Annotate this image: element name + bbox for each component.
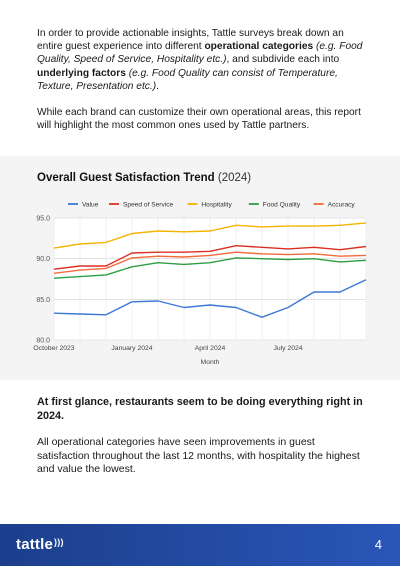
intro-segment: (e.g. Food Quality, Speed of Service, Ho… [37,41,363,66]
y-tick-label: 90.0 [36,256,50,263]
intro-segment: (e.g. Food Quality can consist of Temper… [37,67,338,92]
x-tick-label: July 2024 [273,345,302,352]
x-tick-label: January 2024 [111,345,152,352]
satisfaction-line-chart: 80.0 85.0 90.0 95.0 October 2023 January 2024… [33,201,367,366]
x-tick-label: October 2023 [33,345,74,352]
page-number: 4 [374,537,382,552]
series-line-speed-of-service [53,244,367,270]
series-line-hospitality [53,222,367,249]
logo-text: tattle [16,536,54,553]
intro-segment: In order to provide actionable insights,… [37,28,344,53]
y-tick-label: 80.0 [36,338,50,345]
legend-label: Speed of Service [123,201,174,208]
intro-segment: operational categories [204,41,314,53]
series-line-value [53,279,367,318]
intro-paragraph-1: In order to provide actionable insights,… [37,27,367,93]
legend-label: Food Quality [263,201,301,208]
intro-segment: . [156,80,159,92]
x-tick-label: April 2024 [195,345,226,352]
finding-section: At first glance, restaurants seem to be … [37,396,367,477]
intro-segment: , and subdivide each into [226,54,340,66]
legend-label: Accuracy [328,201,356,208]
chart-title: Overall Guest Satisfaction Trend (2024) [37,172,251,184]
chart-panel: Overall Guest Satisfaction Trend (2024) … [0,156,400,380]
legend-label: Hospitality [201,201,232,208]
intro-segment: underlying factors [37,67,126,79]
y-tick-label: 95.0 [36,216,50,223]
legend-label: Value [82,201,99,208]
finding-heading: At first glance, restaurants seem to be … [37,396,363,422]
series-line-accuracy [53,251,367,274]
footer-bar: tattle))) 4 [0,524,400,566]
x-axis-label: Month [201,359,220,366]
y-tick-label: 85.0 [36,297,50,304]
series-line-food-quality [53,257,367,279]
intro-text: In order to provide actionable insights,… [37,27,367,145]
wave-icon: ))) [54,537,64,547]
chart-title-year: (2024) [217,172,252,184]
finding-body: All operational categories have seen imp… [37,436,360,476]
tattle-logo: tattle))) [16,536,64,553]
intro-paragraph-2: While each brand can customize their own… [37,107,361,132]
chart-title-main: Overall Guest Satisfaction Trend [37,172,215,184]
